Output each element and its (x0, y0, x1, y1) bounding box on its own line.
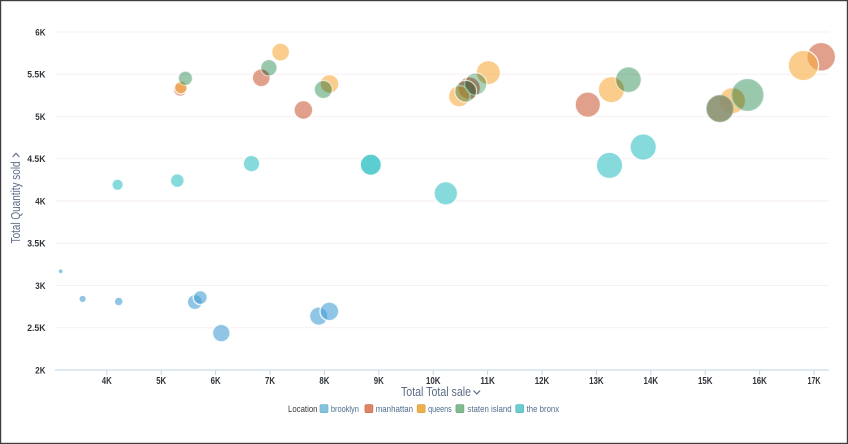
svg-text:Total Total sale: Total Total sale (401, 385, 471, 399)
svg-text:2.5K: 2.5K (27, 323, 45, 334)
svg-text:16K: 16K (752, 375, 767, 387)
svg-text:6K: 6K (35, 27, 45, 38)
svg-text:Total Quantity sold: Total Quantity sold (9, 161, 23, 243)
svg-text:10K: 10K (426, 375, 441, 387)
svg-text:Location: Location (288, 404, 318, 415)
svg-text:3K: 3K (35, 281, 45, 292)
svg-text:5.5K: 5.5K (27, 70, 45, 81)
svg-text:11K: 11K (480, 375, 495, 387)
svg-text:6K: 6K (211, 375, 221, 387)
svg-text:queens: queens (428, 404, 452, 415)
svg-text:staten island: staten island (467, 404, 511, 415)
svg-text:4K: 4K (35, 196, 45, 207)
svg-text:3.5K: 3.5K (27, 239, 45, 250)
svg-text:13K: 13K (589, 375, 604, 387)
svg-text:8K: 8K (319, 375, 329, 387)
svg-text:7K: 7K (265, 375, 275, 387)
svg-text:15K: 15K (698, 375, 713, 387)
svg-text:12K: 12K (535, 375, 550, 387)
svg-text:9K: 9K (374, 375, 384, 387)
svg-text:4.5K: 4.5K (27, 154, 45, 165)
svg-text:manhattan: manhattan (376, 404, 413, 415)
svg-text:17K: 17K (808, 375, 821, 387)
svg-text:2K: 2K (35, 365, 45, 376)
svg-text:14K: 14K (644, 375, 659, 387)
svg-text:5K: 5K (35, 112, 45, 123)
svg-text:the bronx: the bronx (527, 404, 560, 415)
svg-text:5K: 5K (156, 375, 166, 387)
svg-text:4K: 4K (102, 375, 112, 387)
svg-text:brooklyn: brooklyn (331, 404, 359, 415)
